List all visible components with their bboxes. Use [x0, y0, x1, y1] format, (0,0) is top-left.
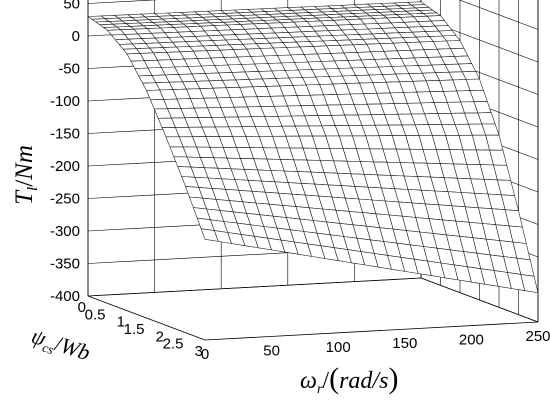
x-tick-label: 150	[392, 335, 417, 352]
x-axis-slash: /	[322, 368, 329, 394]
y-axis-unit: Wb	[58, 332, 94, 365]
z-tick-label: -50	[58, 61, 80, 78]
x-tick-label: 0	[201, 346, 209, 363]
z-tick-label: -400	[50, 288, 80, 305]
z-axis-subscript: l	[25, 187, 41, 191]
z-tick-label: -100	[50, 93, 80, 110]
z-tick-label: -300	[50, 223, 80, 240]
z-axis-unit: Nm	[11, 145, 38, 181]
z-tick-label: -150	[50, 126, 80, 143]
x-tick-label: 100	[326, 339, 351, 356]
surface-mesh	[87, 1, 539, 294]
y-tick-label: 1	[117, 314, 125, 331]
x-axis-close-paren: )	[388, 362, 398, 395]
y-axis-label: ψcs/Wb	[28, 323, 94, 368]
x-tick-label: 200	[459, 332, 484, 349]
z-tick-label: 0	[72, 28, 80, 45]
y-tick-label: 1.5	[124, 321, 145, 338]
x-axis-unit: rad/s	[339, 368, 388, 394]
z-tick-label: -200	[50, 158, 80, 175]
x-tick-label: 250	[525, 328, 550, 345]
y-tick-label: 3	[195, 343, 203, 360]
x-axis-open-paren: (	[329, 362, 339, 395]
box-edge	[420, 277, 539, 323]
y-tick-label: 0	[78, 299, 86, 316]
box-edge	[87, 277, 422, 297]
x-axis-symbol: ω	[300, 368, 317, 394]
z-axis-symbol: T	[11, 189, 38, 205]
y-tick-label: 2.5	[163, 336, 184, 353]
z-axis-label: Tl/Nm	[11, 145, 41, 205]
x-axis-label: ωr/(rad/s)	[300, 362, 398, 397]
y-axis-subscript: cs	[41, 340, 56, 358]
z-tick-label: -250	[50, 191, 80, 208]
z-tick-label: -350	[50, 256, 80, 273]
z-axis-slash: /	[11, 180, 38, 187]
y-tick-label: 2	[156, 328, 164, 345]
mesh-cell	[520, 274, 539, 294]
box-edge	[204, 321, 539, 341]
tick-labels: 100500-50-100-150-200-250-300-350-400050…	[50, 0, 550, 363]
z-tick-label: 50	[63, 0, 80, 13]
x-tick-label: 50	[263, 342, 280, 359]
x-axis-subscript: r	[317, 382, 323, 397]
y-tick-label: 0.5	[85, 306, 106, 323]
box-edge	[87, 295, 206, 341]
z-gridline	[87, 277, 539, 323]
